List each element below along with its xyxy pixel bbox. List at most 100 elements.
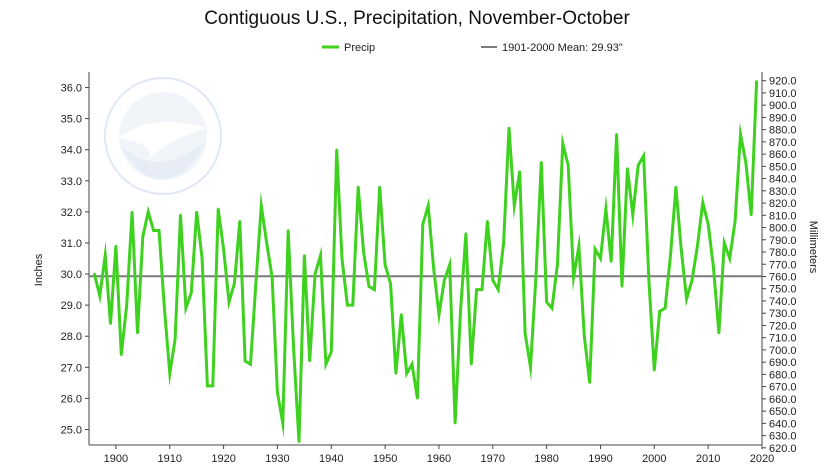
data-point-1985 xyxy=(572,276,575,279)
data-point-1917 xyxy=(206,384,209,388)
data-point-2019 xyxy=(755,80,758,83)
data-point-2011 xyxy=(712,266,715,269)
data-point-2001 xyxy=(658,310,661,313)
data-point-1997 xyxy=(637,164,640,167)
y-tick-label-right-9: 710.0 xyxy=(769,333,797,345)
y-tick-label-right-15: 770.0 xyxy=(769,259,797,271)
y-tick-label-right-24: 860.0 xyxy=(769,149,797,161)
y-tick-label-left-5: 30.0 xyxy=(61,269,82,281)
data-point-1952 xyxy=(394,372,398,375)
data-point-1969 xyxy=(486,220,489,223)
data-point-1922 xyxy=(233,282,236,285)
data-point-2004 xyxy=(674,185,678,189)
data-point-1981 xyxy=(550,307,554,310)
data-point-1999 xyxy=(647,279,651,282)
data-point-1938 xyxy=(319,254,322,257)
y-tick-label-right-7: 690.0 xyxy=(769,357,797,369)
data-point-1978 xyxy=(534,276,538,279)
data-point-1936 xyxy=(308,359,311,363)
data-point-2002 xyxy=(663,307,667,310)
y-tick-label-right-6: 680.0 xyxy=(769,369,797,381)
x-tick-label-8: 1980 xyxy=(534,453,558,465)
data-point-1920 xyxy=(222,248,225,251)
y-tick-label-right-10: 720.0 xyxy=(769,320,797,332)
x-tick-label-4: 1940 xyxy=(319,453,343,465)
data-point-1959 xyxy=(432,266,435,269)
data-point-2013 xyxy=(723,241,726,245)
data-point-1998 xyxy=(642,154,645,158)
data-point-1934 xyxy=(297,440,301,444)
data-point-1962 xyxy=(448,263,451,266)
y-tick-label-right-8: 700.0 xyxy=(769,345,797,357)
y-tick-label-right-12: 740.0 xyxy=(769,296,797,308)
y-tick-label-right-30: 920.0 xyxy=(769,76,797,88)
y-tick-label-left-11: 36.0 xyxy=(61,83,82,95)
data-point-1982 xyxy=(556,263,559,266)
data-point-1955 xyxy=(410,363,414,366)
data-point-1946 xyxy=(362,251,365,254)
data-point-2009 xyxy=(701,201,704,204)
data-point-1954 xyxy=(405,372,408,375)
data-point-1950 xyxy=(383,263,387,266)
data-point-1912 xyxy=(179,213,182,217)
data-point-1987 xyxy=(583,335,586,338)
data-point-1915 xyxy=(195,210,198,214)
y-tick-label-left-8: 33.0 xyxy=(61,176,82,188)
data-point-1966 xyxy=(470,363,473,366)
y-tick-label-right-14: 760.0 xyxy=(769,271,797,283)
data-point-1941 xyxy=(335,148,338,151)
data-point-1937 xyxy=(313,272,317,276)
legend: Precip 1901-2000 Mean: 29.93" xyxy=(322,42,623,54)
noaa-logo-bird xyxy=(119,121,207,160)
y-tick-label-left-0: 25.0 xyxy=(61,424,82,436)
series-layer xyxy=(92,80,759,444)
data-point-1960 xyxy=(437,313,441,316)
data-point-1963 xyxy=(453,422,457,425)
y-axis-label-left: Inches xyxy=(33,253,45,286)
data-point-2012 xyxy=(717,331,721,335)
legend-label-mean: 1901-2000 Mean: 29.93" xyxy=(502,42,623,54)
y-tick-label-right-1: 630.0 xyxy=(769,431,797,443)
data-point-1948 xyxy=(373,288,376,291)
data-point-2006 xyxy=(685,297,688,301)
data-point-1942 xyxy=(340,257,344,260)
y-tick-label-right-25: 870.0 xyxy=(769,137,797,149)
data-point-1933 xyxy=(292,347,295,350)
data-point-1961 xyxy=(443,279,446,282)
y-tick-label-left-4: 29.0 xyxy=(61,300,82,312)
data-point-1991 xyxy=(604,207,608,210)
data-point-1949 xyxy=(378,185,381,189)
y-tick-label-right-29: 910.0 xyxy=(769,88,797,100)
x-tick-label-9: 1990 xyxy=(588,453,612,465)
data-point-1929 xyxy=(270,276,274,279)
data-point-1980 xyxy=(545,300,548,304)
noaa-logo xyxy=(104,77,222,195)
data-point-2017 xyxy=(744,160,747,164)
y-tick-label-left-7: 32.0 xyxy=(61,207,82,219)
x-tick-label-3: 1930 xyxy=(265,453,289,465)
y-tick-label-right-21: 830.0 xyxy=(769,186,797,198)
y-tick-label-right-3: 650.0 xyxy=(769,406,797,418)
data-point-1975 xyxy=(518,170,521,173)
data-point-2007 xyxy=(690,279,694,282)
y-tick-label-left-2: 27.0 xyxy=(61,362,82,374)
data-point-2005 xyxy=(680,248,683,251)
data-point-1983 xyxy=(561,142,564,145)
data-point-1903 xyxy=(130,210,134,214)
data-point-1971 xyxy=(497,288,500,291)
data-point-1979 xyxy=(540,160,543,164)
data-point-1976 xyxy=(523,331,527,335)
data-point-1914 xyxy=(190,291,193,294)
data-point-1964 xyxy=(459,310,462,313)
noaa-logo-wave xyxy=(121,142,205,180)
chart-title: Contiguous U.S., Precipitation, November… xyxy=(204,8,630,29)
data-point-1977 xyxy=(529,366,532,369)
x-tick-label-7: 1970 xyxy=(481,453,505,465)
y-tick-label-right-19: 810.0 xyxy=(769,210,797,222)
y-tick-label-right-5: 670.0 xyxy=(769,382,797,394)
y-tick-label-right-17: 790.0 xyxy=(769,235,797,247)
data-point-1899 xyxy=(109,322,112,325)
x-tick-label-11: 2010 xyxy=(696,453,720,465)
data-point-1965 xyxy=(464,232,468,235)
